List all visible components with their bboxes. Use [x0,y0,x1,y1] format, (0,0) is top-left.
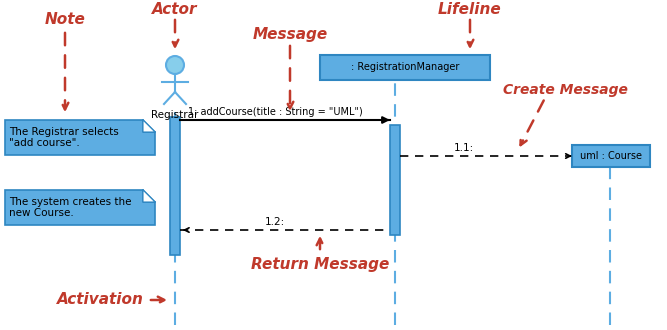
Text: uml : Course: uml : Course [580,151,642,161]
Text: The system creates the: The system creates the [9,197,131,207]
Bar [572,145,650,167]
Text: Actor: Actor [152,3,197,17]
Polygon shape [143,190,155,202]
Text: Activation: Activation [57,292,143,308]
Text: Registrar: Registrar [151,110,199,120]
Circle shape [166,56,184,74]
Text: The Registrar selects: The Registrar selects [9,127,119,137]
Polygon shape [5,190,155,225]
Text: Lifeline: Lifeline [438,3,502,17]
Bar [390,125,400,235]
Polygon shape [143,120,155,132]
Bar [320,55,490,80]
Bar [170,117,180,255]
Text: Create Message: Create Message [502,83,628,97]
Polygon shape [5,120,155,155]
Text: 1: addCourse(title : String = "UML"): 1: addCourse(title : String = "UML") [187,107,362,117]
Text: : RegistrationManager: : RegistrationManager [351,62,459,73]
Text: Return Message: Return Message [251,257,389,273]
Text: Message: Message [252,27,327,43]
Text: Note: Note [45,13,85,27]
Text: "add course".: "add course". [9,138,80,148]
Text: 1.2:: 1.2: [265,217,285,227]
Text: new Course.: new Course. [9,208,74,218]
Text: 1.1:: 1.1: [454,143,474,153]
